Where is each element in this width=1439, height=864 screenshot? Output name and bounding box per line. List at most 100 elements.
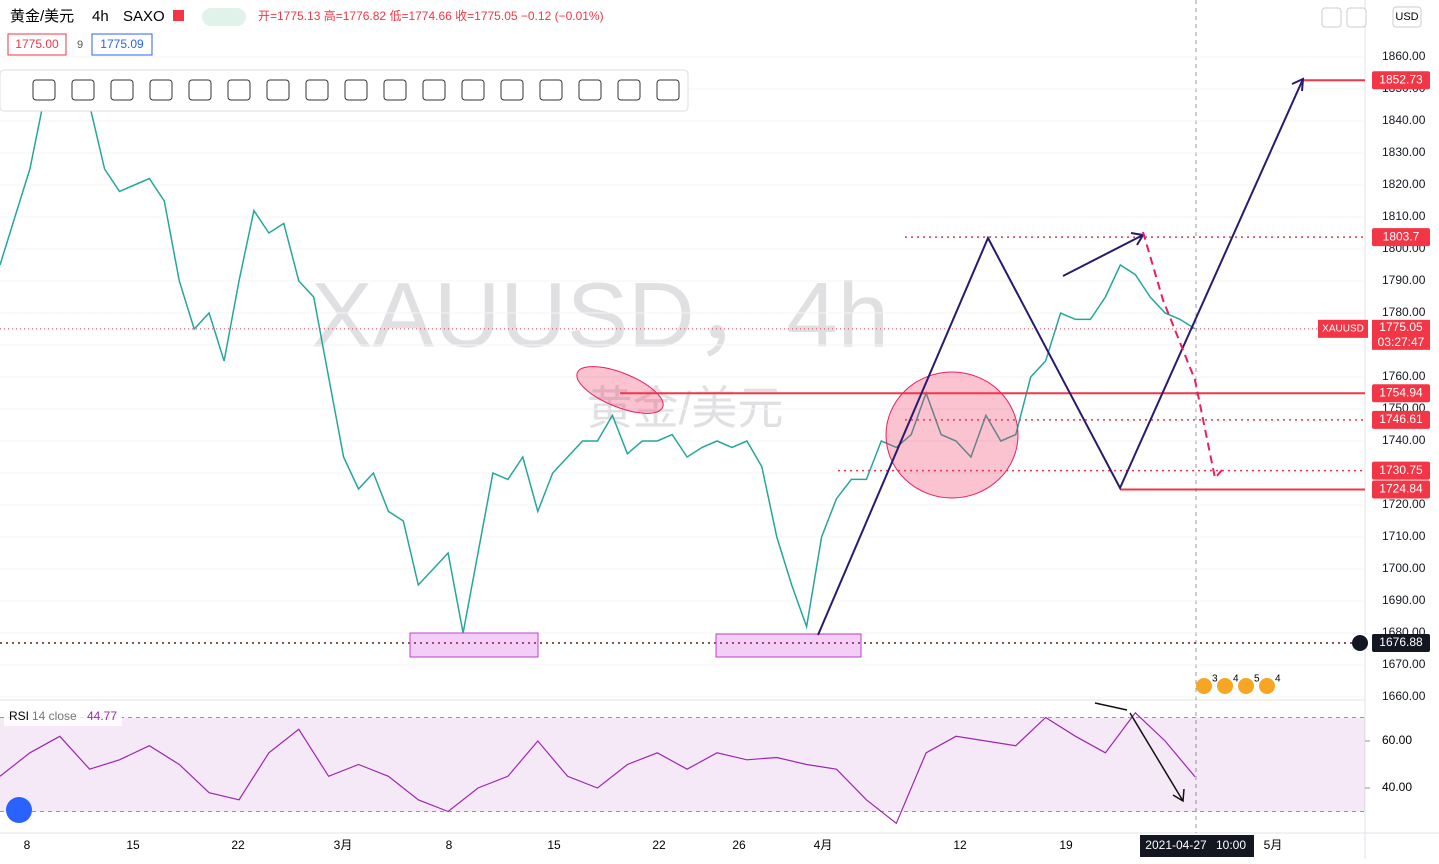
level-tag: [1372, 480, 1430, 499]
event-icon[interactable]: [1217, 678, 1233, 694]
ellipse: [576, 366, 664, 414]
level-label: 1676.88: [1379, 635, 1423, 649]
drawing-toolbar: [0, 69, 689, 112]
arrow: [1062, 234, 1144, 277]
x-tick-label: 19: [1059, 838, 1073, 852]
y-tick-label: 40.00: [1382, 780, 1412, 794]
drawings: [409, 77, 1305, 803]
event-count: 3: [1212, 674, 1218, 685]
rectangle: [715, 633, 862, 658]
bid[interactable]: 1775.00: [15, 37, 59, 51]
rsi-line: [0, 711, 1196, 825]
level-tag: [1372, 71, 1430, 90]
interval[interactable]: 4h: [92, 8, 109, 25]
x-tick-label: 4月: [814, 838, 833, 852]
y-tick-label: 1700.00: [1382, 561, 1426, 575]
last-price-symbol: XAUUSD: [1322, 323, 1364, 334]
add-button[interactable]: [1352, 635, 1368, 651]
last-price: 1775.05: [1379, 320, 1423, 334]
flag[interactable]: [173, 10, 184, 21]
source: SAXO: [123, 8, 165, 25]
ask[interactable]: 1775.09: [100, 37, 144, 51]
countdown: 03:27:47: [1378, 335, 1425, 349]
event-count: 5: [1254, 674, 1260, 685]
tool-button[interactable]: [110, 79, 134, 101]
rsi-legend-bg: [4, 708, 122, 726]
rectangle: [409, 632, 539, 658]
x-tick-label: 22: [231, 838, 245, 852]
currency[interactable]: USD: [1395, 11, 1418, 23]
level-label: 1746.61: [1379, 412, 1423, 426]
arrow: [1094, 702, 1128, 711]
tool-button[interactable]: [188, 79, 212, 101]
tool-button[interactable]: [500, 79, 524, 101]
tool-button[interactable]: [578, 79, 602, 101]
y-tick-label: 1710.00: [1382, 529, 1426, 543]
y-tick-label: 1830.00: [1382, 145, 1426, 159]
tool-button[interactable]: [422, 79, 446, 101]
tool-button[interactable]: [305, 79, 329, 101]
level-tag: [1372, 410, 1430, 429]
toolbar-bg: [0, 69, 689, 112]
tool-button[interactable]: [461, 79, 485, 101]
x-tick-label: 12: [953, 838, 967, 852]
y-tick-label: 1810.00: [1382, 209, 1426, 223]
level-label: 1852.73: [1379, 72, 1423, 86]
tool-button[interactable]: [32, 79, 56, 101]
x-tick-label: 15: [547, 838, 561, 852]
x-tick-label: 26: [732, 838, 746, 852]
price-line: [0, 87, 1196, 634]
y-tick-label: 1660.00: [1382, 689, 1426, 703]
buy-button[interactable]: [91, 33, 153, 56]
tool-button[interactable]: [71, 79, 95, 101]
arrow: [1129, 712, 1184, 802]
tool-button[interactable]: [656, 79, 680, 101]
x-tick-label: 22: [652, 838, 666, 852]
y-tick-label: 1740.00: [1382, 433, 1426, 447]
tool-button[interactable]: [227, 79, 251, 101]
projection: [1142, 231, 1223, 481]
y-tick-label: 1840.00: [1382, 113, 1426, 127]
tool-button[interactable]: [383, 79, 407, 101]
cursor-date-bg: [1140, 835, 1254, 857]
ellipse: [885, 371, 1019, 499]
x-tick-label: 8: [24, 838, 31, 852]
arrow-head: [1172, 788, 1185, 803]
symbol[interactable]: 黄金/美元: [10, 8, 74, 25]
y-tick-label: 60.00: [1382, 733, 1412, 747]
y-tick-label: 1690.00: [1382, 593, 1426, 607]
x-tick-label: 15: [126, 838, 140, 852]
y-tick-label: 1720.00: [1382, 497, 1426, 511]
tool-button[interactable]: [149, 79, 173, 101]
pattern-line: [817, 78, 1304, 636]
level-tag: [1372, 384, 1430, 403]
rsi-band: [0, 717, 1365, 812]
button[interactable]: [1321, 7, 1342, 28]
tool-button[interactable]: [539, 79, 563, 101]
rsi-name: RSI: [9, 709, 29, 723]
currency-button[interactable]: [1392, 6, 1422, 28]
level-label: 1754.94: [1379, 385, 1423, 399]
event-icon[interactable]: [1238, 678, 1254, 694]
tool-button[interactable]: [266, 79, 290, 101]
y-tick-label: 1670.00: [1382, 657, 1426, 671]
market-status[interactable]: [202, 8, 246, 26]
logo: [6, 797, 32, 823]
ohlc: 开=1775.13 高=1776.82 低=1774.66 收=1775.05 …: [258, 8, 604, 23]
level-tag: [1372, 228, 1430, 247]
plot: [0, 56, 1365, 825]
watermark: XAUUSD，4h: [311, 264, 889, 366]
event-icon[interactable]: [1196, 678, 1212, 694]
y-tick-label: 1860.00: [1382, 49, 1426, 63]
tool-button[interactable]: [617, 79, 641, 101]
tool-button[interactable]: [344, 79, 368, 101]
last-price-tag: [1318, 319, 1368, 338]
y-tick-label: 1780.00: [1382, 305, 1426, 319]
button[interactable]: [1346, 7, 1367, 28]
sell-button[interactable]: [7, 33, 67, 56]
arrow-head: [1291, 77, 1305, 92]
event-icon[interactable]: [1259, 678, 1275, 694]
y-tick-label: 1790.00: [1382, 273, 1426, 287]
